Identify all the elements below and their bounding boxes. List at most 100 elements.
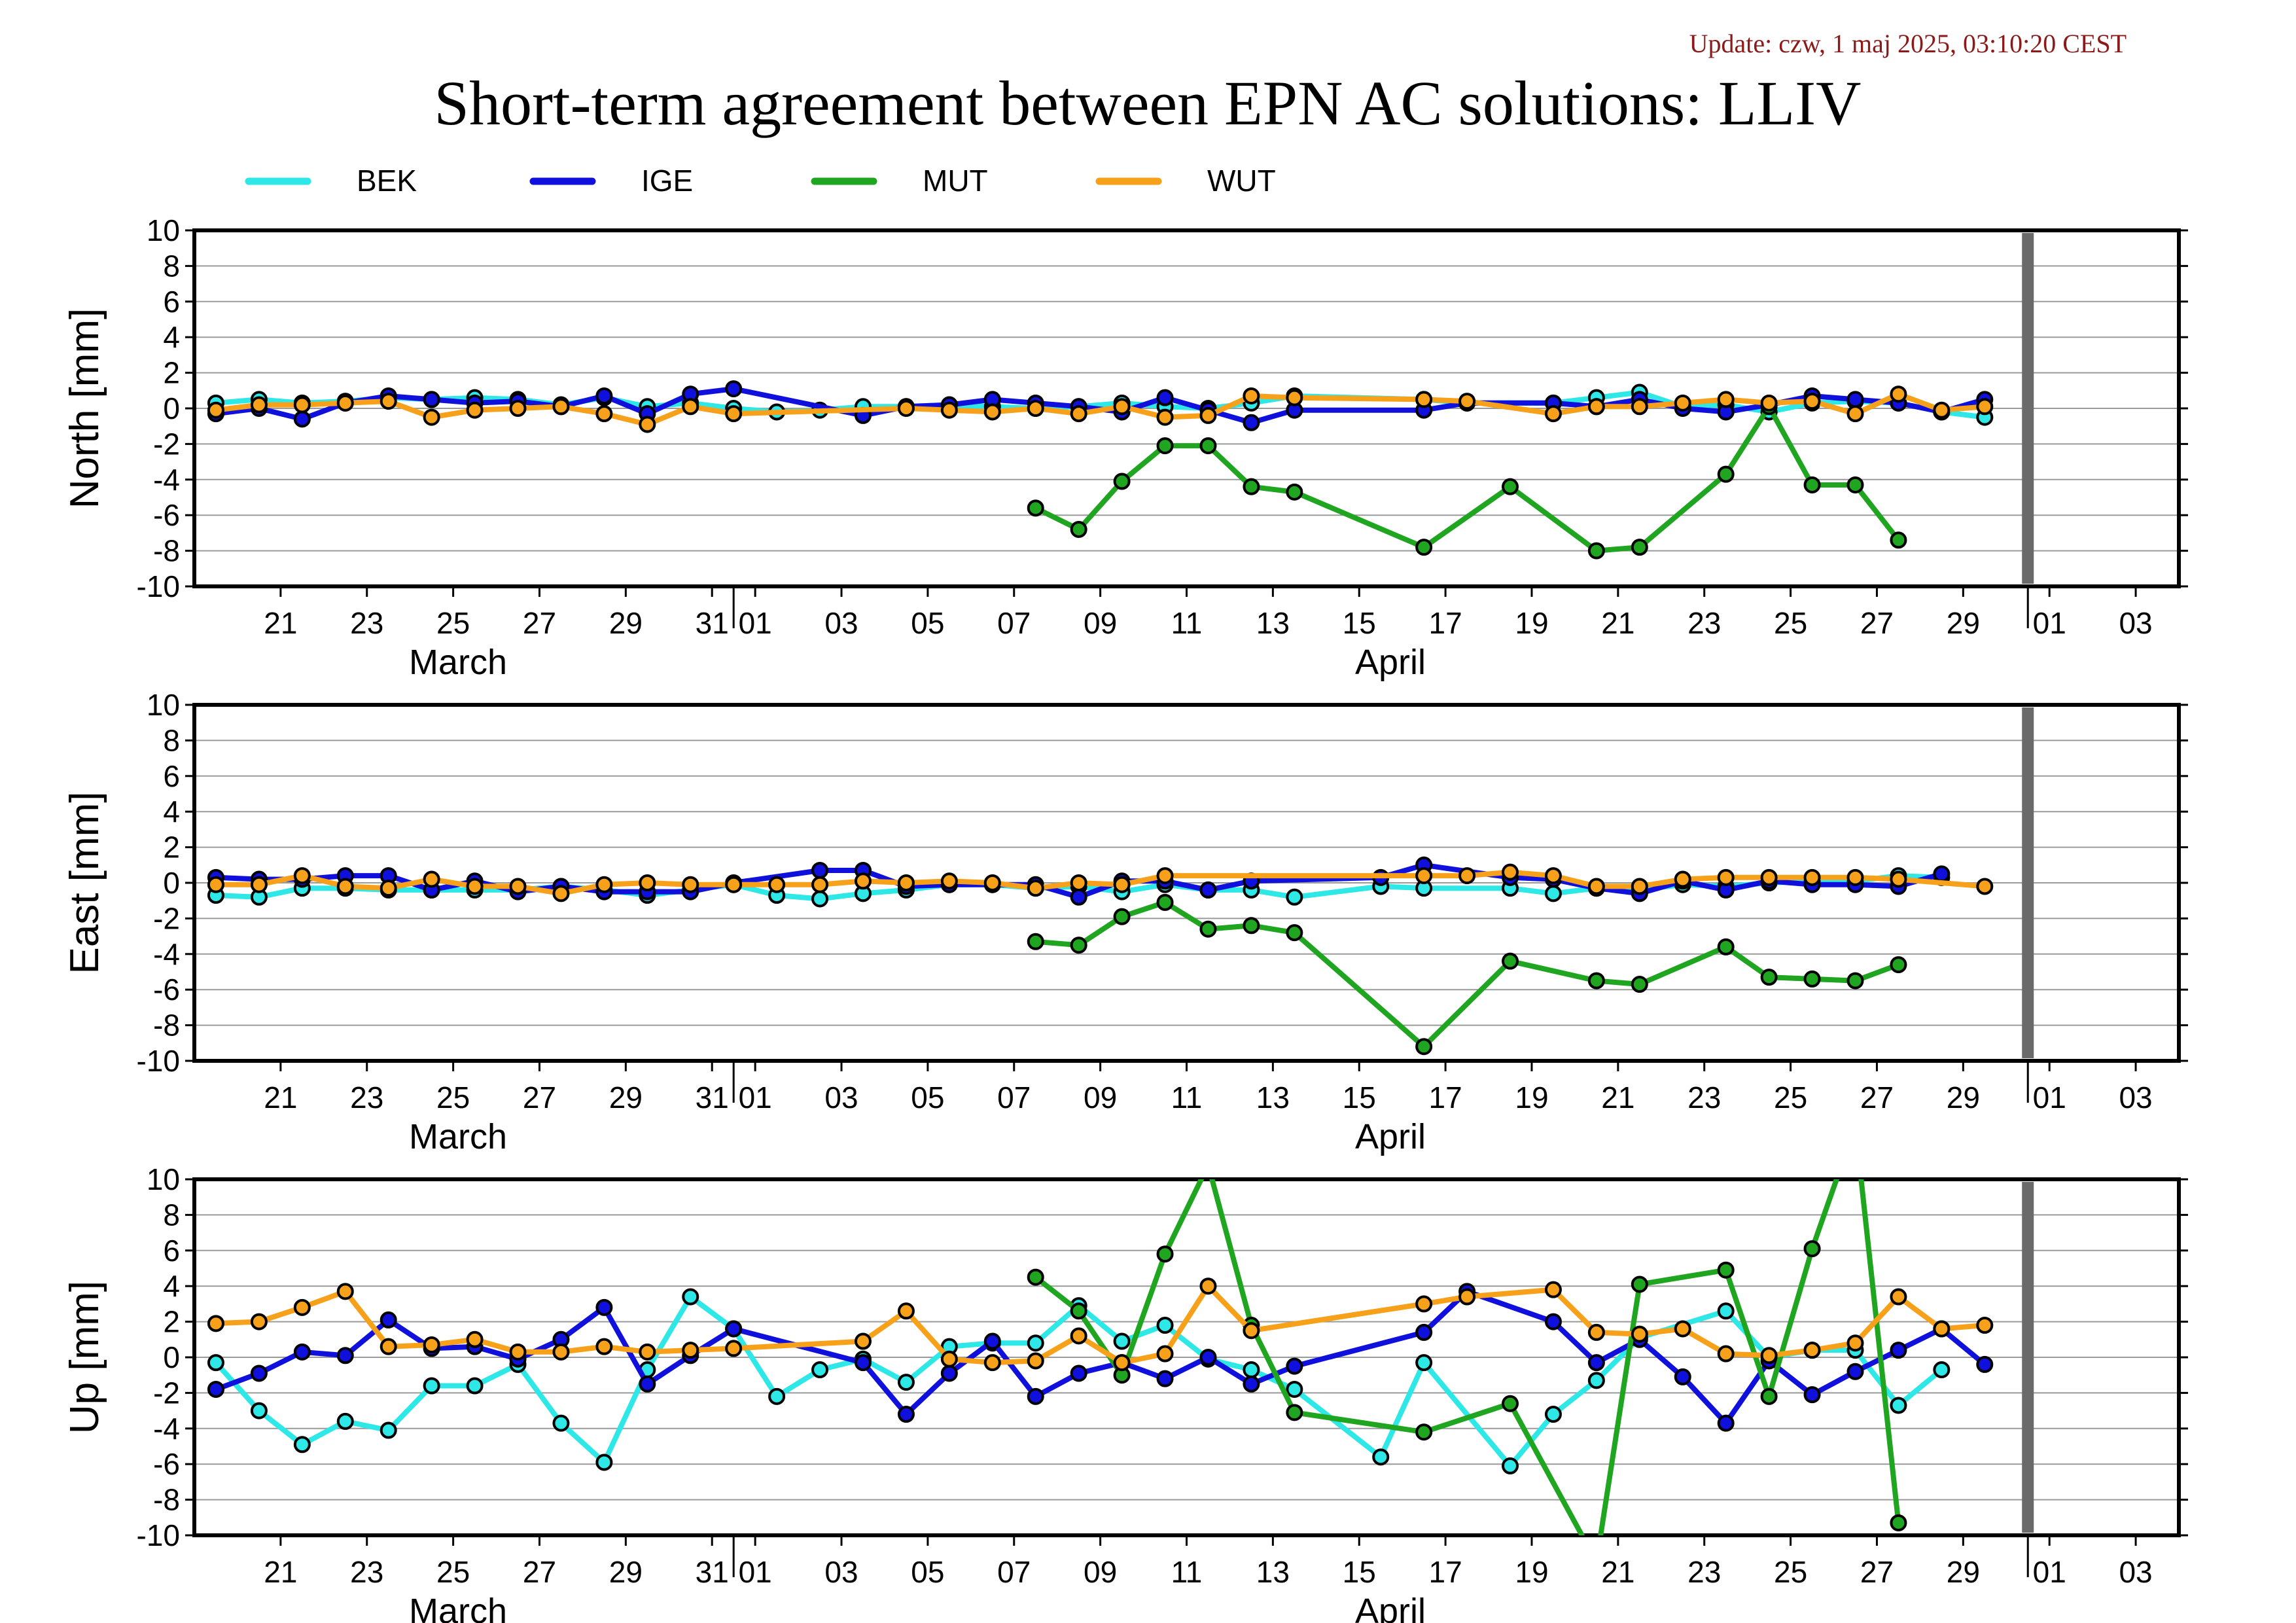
data-point-mut [1502, 478, 1519, 495]
x-tick-label: 01 [2033, 1555, 2066, 1589]
x-tick-label: 31 [696, 1555, 729, 1589]
legend-label-wut: WUT [1207, 164, 1276, 198]
data-point-wut [1846, 868, 1864, 886]
y-tick-label: 0 [163, 1340, 180, 1374]
data-point-mut [1070, 520, 1087, 538]
data-point-wut [466, 401, 484, 419]
legend-label-bek: BEK [357, 164, 417, 198]
x-tick-label: 29 [609, 1080, 643, 1115]
data-point-wut [1027, 880, 1044, 897]
data-point-wut [1458, 1288, 1476, 1306]
x-tick-label: 07 [997, 1080, 1031, 1115]
data-point-ige [1544, 1313, 1562, 1330]
data-point-wut [552, 885, 570, 902]
data-point-wut [250, 876, 268, 893]
data-point-wut [639, 874, 656, 891]
data-point-ige [1070, 1364, 1087, 1382]
data-point-mut [1890, 531, 1907, 549]
data-point-wut [768, 876, 786, 893]
data-point-bek [1027, 1334, 1044, 1352]
data-point-mut [1803, 970, 1821, 988]
month-label-april: April [1355, 1592, 1426, 1623]
x-tick-label: 21 [264, 1080, 297, 1115]
data-point-wut [1631, 398, 1648, 416]
series-line-mut [1035, 899, 1899, 1050]
data-point-wut [682, 876, 699, 893]
data-point-wut [1243, 387, 1260, 404]
data-point-bek [1717, 1302, 1735, 1320]
data-point-wut [1199, 1277, 1217, 1295]
y-tick-label: 8 [163, 723, 180, 757]
data-point-wut [1415, 867, 1433, 885]
data-point-mut [1070, 1302, 1087, 1320]
data-point-wut [1587, 398, 1605, 416]
y-tick-label: -4 [153, 937, 180, 971]
x-tick-label: 23 [1687, 1080, 1721, 1115]
data-point-mut [1156, 437, 1174, 455]
x-tick-label: 27 [523, 1080, 556, 1115]
y-tick-label: -2 [153, 901, 180, 935]
data-point-ige [725, 1320, 743, 1338]
data-point-mut [1846, 972, 1864, 990]
y-tick-label: 2 [163, 1305, 180, 1339]
data-point-wut [1976, 1317, 1994, 1334]
data-point-bek [1286, 1380, 1303, 1398]
data-point-wut [1070, 405, 1087, 423]
data-point-bek [207, 1354, 224, 1372]
x-tick-label: 25 [436, 1555, 470, 1589]
data-point-wut [1760, 394, 1778, 412]
y-tick-label: 6 [163, 285, 180, 319]
data-point-wut [1027, 400, 1044, 417]
x-tick-label: 23 [350, 1080, 383, 1115]
month-label-march: March [409, 1117, 507, 1156]
data-point-mut [1027, 1268, 1044, 1286]
y-tick-label: -8 [153, 534, 180, 568]
y-tick-label: 4 [163, 794, 180, 829]
data-point-mut [1587, 972, 1605, 990]
y-tick-label: 0 [163, 391, 180, 425]
x-tick-label: 25 [1774, 606, 1807, 640]
data-point-wut [250, 396, 268, 414]
data-point-mut [1890, 1514, 1907, 1531]
data-point-wut [725, 405, 743, 423]
data-point-bek [1933, 1361, 1951, 1379]
data-point-ige [1070, 888, 1087, 906]
x-tick-label: 01 [739, 606, 772, 640]
y-tick-label: -6 [153, 1447, 180, 1481]
data-point-bek [1587, 1372, 1605, 1389]
x-tick-label: 23 [1687, 606, 1721, 640]
data-point-wut [466, 1330, 484, 1348]
data-point-wut [336, 878, 354, 895]
y-axis-label: East [mm] [62, 791, 107, 974]
y-tick-label: -4 [153, 463, 180, 497]
data-point-mut [1243, 478, 1260, 495]
series-group [207, 380, 1994, 560]
data-point-wut [1631, 1325, 1648, 1343]
data-point-wut [1544, 405, 1562, 423]
month-label-april: April [1355, 1117, 1426, 1156]
x-tick-label: 03 [2119, 1080, 2152, 1115]
data-point-ige [1674, 1368, 1691, 1385]
data-point-wut [1113, 1354, 1131, 1372]
y-tick-label: -4 [153, 1412, 180, 1446]
x-tick-label: 17 [1429, 1555, 1462, 1589]
x-tick-label: 11 [1171, 606, 1203, 640]
y-tick-label: -6 [153, 972, 180, 1007]
data-point-ige [1846, 1363, 1864, 1380]
y-axis-label: North [mm] [62, 308, 107, 509]
x-tick-label: 05 [911, 606, 944, 640]
data-point-wut [1199, 406, 1217, 424]
data-point-ige [1243, 414, 1260, 431]
data-point-wut [552, 398, 570, 416]
data-point-wut [293, 867, 311, 885]
data-point-wut [1674, 870, 1691, 888]
data-point-mut [1803, 476, 1821, 493]
x-tick-label: 17 [1429, 1080, 1462, 1115]
data-point-wut [1587, 1323, 1605, 1341]
y-tick-label: -6 [153, 498, 180, 532]
data-point-ige [1803, 1386, 1821, 1404]
data-point-bek [768, 1387, 786, 1405]
data-point-ige [1156, 389, 1174, 406]
x-tick-label: 21 [1601, 1555, 1634, 1589]
